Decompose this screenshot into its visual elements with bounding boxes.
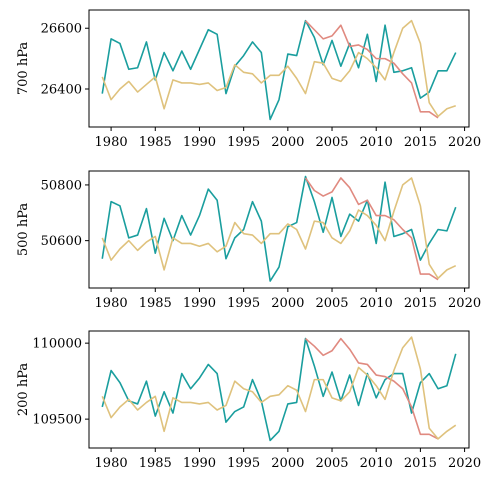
panel-3-x-tick-label: 2005 bbox=[315, 456, 348, 471]
panel-1-series-1-line bbox=[101, 19, 457, 121]
panel-3-series-2-line bbox=[304, 337, 439, 440]
panel-1-x-tick-label: 2015 bbox=[404, 135, 437, 150]
panel-3-ylabel: 200 hPa bbox=[16, 363, 31, 416]
panel-2-ylabel: 500 hPa bbox=[16, 203, 31, 256]
panel-1-frame bbox=[88, 9, 470, 128]
panel-2-y-tick-label: 50600 bbox=[41, 234, 82, 249]
panel-1: 1980 1985 1990 1995 2000 2005 2010 2015 2020 2640… bbox=[16, 9, 481, 150]
panel-2-x-tick-label: 1980 bbox=[95, 296, 128, 311]
panel-2-x-tick-label: 2005 bbox=[315, 296, 348, 311]
panel-3-x-tick-label: 1995 bbox=[227, 456, 260, 471]
panel-1-x-tick-label: 1995 bbox=[227, 135, 260, 150]
panel-1-x-tick-label: 2020 bbox=[448, 135, 481, 150]
panel-3-x-tick-label: 2020 bbox=[448, 456, 481, 471]
panel-3-y-tick-label: 109500 bbox=[32, 413, 82, 428]
panel-2-series-3-line bbox=[101, 177, 457, 280]
panel-2-y-tick-label: 50800 bbox=[41, 178, 82, 193]
panel-2-x-tick-label: 2015 bbox=[404, 296, 437, 311]
panel-3-frame bbox=[88, 330, 470, 449]
panel-3-x-tick-label: 2015 bbox=[404, 456, 437, 471]
panel-1-x-tick-label: 1980 bbox=[95, 135, 128, 150]
panel-1-y-tick-label: 26600 bbox=[41, 22, 82, 37]
panel-2-x-tick-label: 1995 bbox=[227, 296, 260, 311]
panel-3: 1980 1985 1990 1995 2000 2005 2010 2015 2020 1095… bbox=[16, 330, 481, 471]
panel-1-x-tick-label: 2010 bbox=[360, 135, 393, 150]
panel-2-series-2-line bbox=[304, 177, 439, 281]
panel-2-x-tick-label: 1985 bbox=[139, 296, 172, 311]
panel-2-x-tick-label: 2010 bbox=[360, 296, 393, 311]
panel-1-ylabel: 700 hPa bbox=[16, 42, 31, 95]
panel-3-x-tick-label: 1980 bbox=[95, 456, 128, 471]
panel-2-frame bbox=[88, 170, 470, 289]
panel-1-y-tick-label: 26400 bbox=[41, 83, 82, 98]
panel-1-x-tick-label: 2000 bbox=[271, 135, 304, 150]
panel-1-x-tick-label: 2005 bbox=[315, 135, 348, 150]
panel-1-x-tick-label: 1990 bbox=[183, 135, 216, 150]
panel-3-series-1-line bbox=[101, 337, 457, 442]
panel-3-x-tick-label: 2000 bbox=[271, 456, 304, 471]
panel-3-x-tick-label: 1985 bbox=[139, 456, 172, 471]
panel-1-series-3-line bbox=[101, 19, 457, 118]
panel-3-y-tick-label: 110000 bbox=[32, 337, 82, 352]
panel-2-x-tick-label: 2020 bbox=[448, 296, 481, 311]
panel-1-x-tick-label: 1985 bbox=[139, 135, 172, 150]
panel-3-series-3-line bbox=[101, 336, 457, 440]
panel-1-series-2-line bbox=[304, 20, 439, 119]
panel-2-series-1-line bbox=[101, 175, 457, 282]
panel-2: 1980 1985 1990 1995 2000 2005 2010 2015 2020 5060… bbox=[16, 170, 481, 311]
panel-3-x-tick-label: 2010 bbox=[360, 456, 393, 471]
panel-2-x-tick-label: 1990 bbox=[183, 296, 216, 311]
panel-2-x-tick-label: 2000 bbox=[271, 296, 304, 311]
panel-3-x-tick-label: 1990 bbox=[183, 456, 216, 471]
